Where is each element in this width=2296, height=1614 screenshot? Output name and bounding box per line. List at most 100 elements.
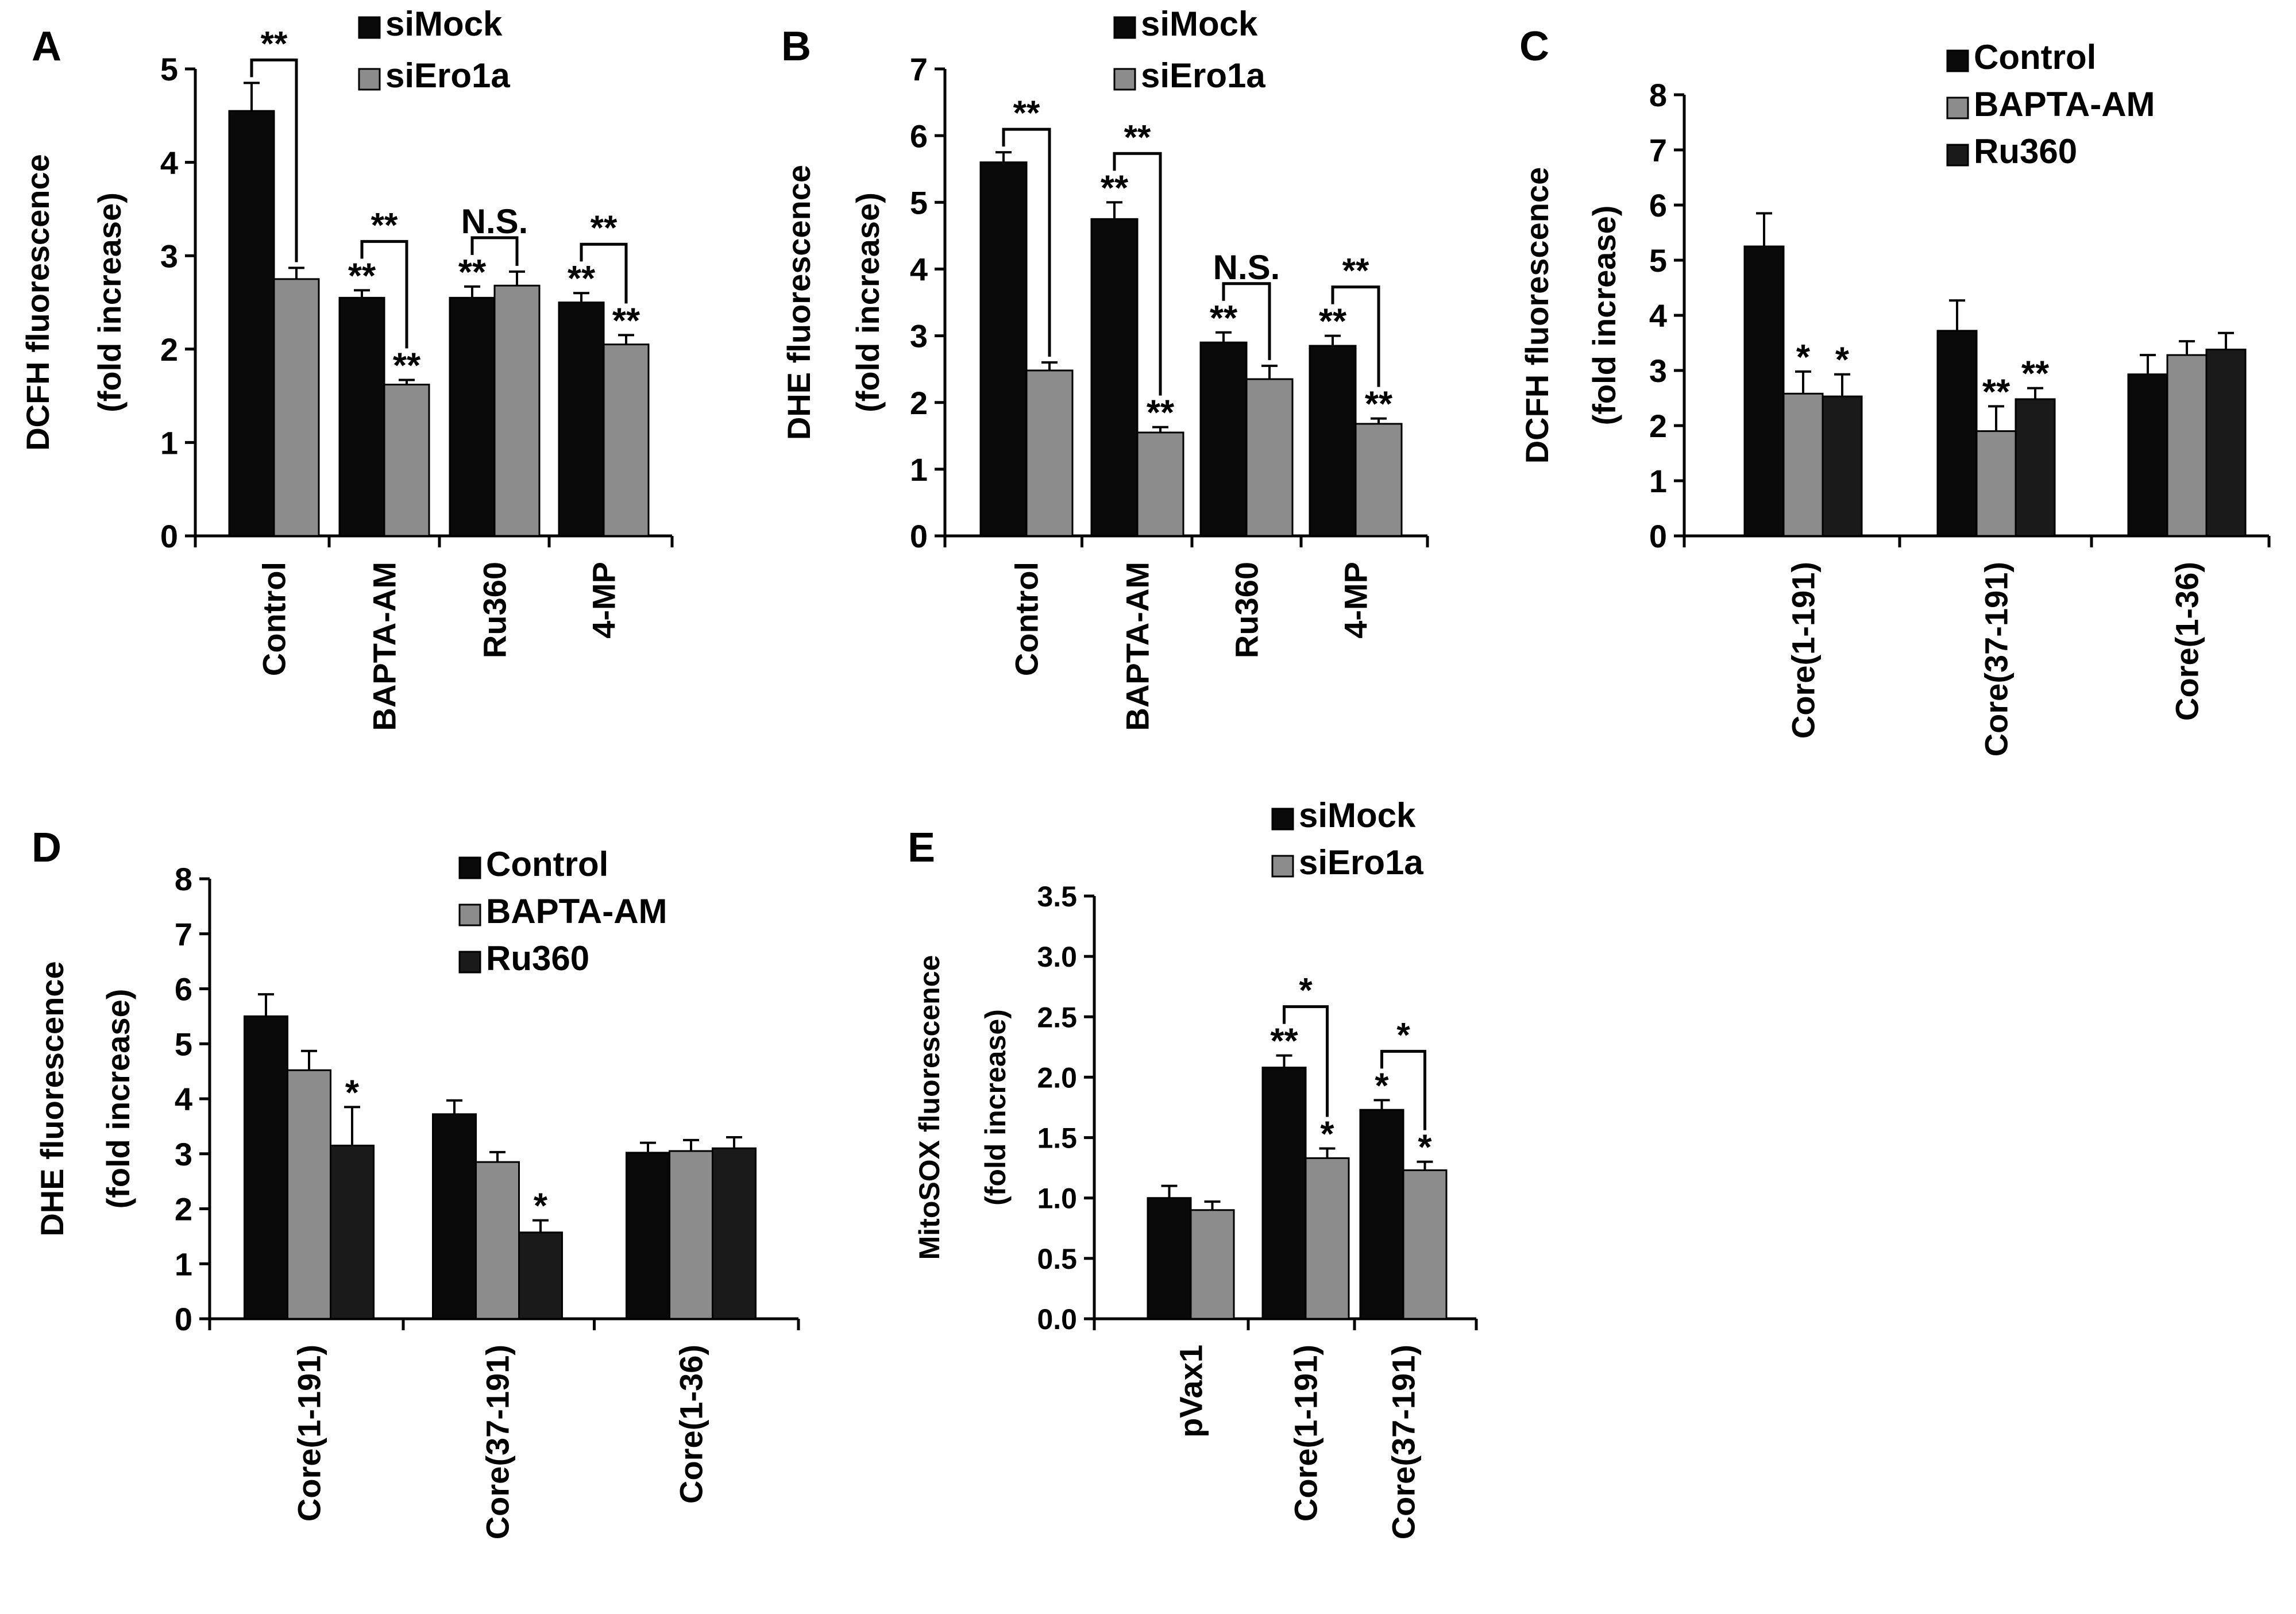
bar bbox=[330, 1144, 375, 1320]
category-label: Control bbox=[1009, 562, 1045, 676]
category-label: Core(1-191) bbox=[1785, 562, 1822, 739]
category-label: Core(37-191) bbox=[1386, 1345, 1422, 1539]
significance-mark: ** bbox=[393, 346, 421, 385]
y-tick-label: 2 bbox=[175, 1191, 192, 1227]
bar bbox=[2015, 398, 2056, 537]
y-tick-label: 7 bbox=[175, 916, 192, 952]
bar bbox=[493, 284, 541, 537]
comparison-bracket bbox=[1380, 1049, 1426, 1130]
legend-swatch bbox=[358, 68, 381, 91]
y-axis-label: DHE fluorescence bbox=[781, 165, 817, 440]
y-tick-label: 5 bbox=[175, 1026, 192, 1062]
y-axis-label: DCFH fluorescence bbox=[20, 154, 56, 451]
significance-mark: ** bbox=[458, 253, 487, 292]
y-tick-label: 2.0 bbox=[1037, 1061, 1077, 1094]
comparison-bracket bbox=[360, 240, 408, 349]
bar bbox=[287, 1069, 331, 1320]
category-label: Core(1-191) bbox=[291, 1345, 327, 1522]
legend-label: BAPTA-AM bbox=[1974, 85, 2155, 123]
category-label: BAPTA-AM bbox=[1120, 562, 1156, 731]
y-tick-label: 0.0 bbox=[1037, 1303, 1077, 1335]
y-axis-label: (fold increase) bbox=[979, 1009, 1012, 1206]
panel-letter: A bbox=[32, 24, 61, 69]
legend-swatch bbox=[458, 903, 481, 926]
y-tick-label: 6 bbox=[1649, 187, 1667, 223]
bar bbox=[669, 1150, 713, 1320]
y-axis-label: DHE fluorescence bbox=[34, 961, 70, 1236]
category-label: 4-MP bbox=[1338, 562, 1374, 639]
bar bbox=[603, 343, 650, 537]
panel-letter: B bbox=[781, 24, 811, 69]
bar bbox=[1402, 1169, 1448, 1320]
y-tick-label: 3 bbox=[160, 238, 178, 274]
y-tick-label: 7 bbox=[1649, 132, 1667, 168]
significance-mark: ** bbox=[1365, 385, 1393, 424]
y-tick-label: 3.5 bbox=[1037, 881, 1077, 913]
y-tick-label: 7 bbox=[910, 51, 928, 87]
bar bbox=[383, 384, 430, 537]
comparison-bracket bbox=[250, 58, 298, 262]
y-tick-label: 0 bbox=[1649, 518, 1667, 554]
bar bbox=[244, 1015, 288, 1320]
y-tick-label: 1.5 bbox=[1037, 1122, 1077, 1154]
bar bbox=[1261, 1067, 1307, 1320]
y-tick-label: 5 bbox=[1649, 242, 1667, 279]
y-tick-label: 6 bbox=[910, 118, 928, 154]
category-label: BAPTA-AM bbox=[366, 562, 403, 731]
y-tick-label: 2 bbox=[910, 385, 928, 421]
y-axis-label: (fold increase) bbox=[100, 989, 136, 1209]
comparison-label: * bbox=[1299, 971, 1313, 1010]
legend-label: Control bbox=[1974, 38, 2096, 76]
bar bbox=[2166, 354, 2208, 537]
y-axis-label: (fold increase) bbox=[91, 192, 128, 412]
legend-label: BAPTA-AM bbox=[486, 892, 667, 930]
y-tick-label: 4 bbox=[175, 1081, 192, 1117]
bar bbox=[1936, 330, 1978, 537]
y-tick-label: 3.0 bbox=[1037, 941, 1077, 973]
legend-label: Ru360 bbox=[1974, 132, 2077, 171]
panel-letter: C bbox=[1519, 24, 1549, 69]
y-tick-label: 2 bbox=[1649, 408, 1667, 444]
bar bbox=[432, 1113, 477, 1320]
y-tick-label: 5 bbox=[910, 184, 928, 221]
y-tick-label: 4 bbox=[160, 145, 178, 181]
bar bbox=[1190, 1209, 1235, 1320]
comparison-label: ** bbox=[1124, 118, 1151, 156]
legend-swatch bbox=[1946, 49, 1969, 72]
bar bbox=[2127, 373, 2168, 537]
panel-b: B 0 1 2 3 4 5 6 7 DHE fluorescence (fold increase)… bbox=[781, 5, 1429, 731]
y-tick-label: 3 bbox=[1649, 353, 1667, 389]
bar bbox=[1822, 395, 1863, 537]
y-tick-label: 2.5 bbox=[1037, 1001, 1077, 1033]
y-tick-label: 0 bbox=[175, 1301, 192, 1337]
category-label: Ru360 bbox=[477, 562, 513, 658]
legend-label: siMock bbox=[1299, 796, 1416, 835]
significance-mark: * bbox=[1835, 341, 1850, 380]
legend-label: siMock bbox=[385, 5, 503, 43]
comparison-bracket bbox=[1331, 285, 1380, 387]
bar bbox=[1359, 1109, 1404, 1320]
y-tick-label: 1 bbox=[175, 1246, 192, 1282]
y-tick-label: 0 bbox=[160, 518, 178, 554]
significance-mark: ** bbox=[612, 301, 640, 341]
legend-swatch bbox=[1113, 68, 1136, 91]
significance-mark: * bbox=[1375, 1066, 1389, 1106]
legend-swatch bbox=[358, 16, 381, 39]
comparison-label: ** bbox=[1013, 94, 1040, 132]
comparison-label: ** bbox=[371, 206, 398, 244]
category-label: Core(37-191) bbox=[480, 1345, 516, 1539]
bar bbox=[1305, 1157, 1350, 1320]
bar bbox=[1199, 341, 1248, 537]
y-tick-label: 2 bbox=[160, 331, 178, 368]
comparison-bracket bbox=[1113, 152, 1162, 396]
bar bbox=[338, 296, 385, 537]
significance-mark: ** bbox=[2021, 354, 2050, 394]
category-label: Core(1-191) bbox=[1288, 1345, 1324, 1522]
bar bbox=[1355, 423, 1403, 537]
comparison-bracket bbox=[470, 236, 519, 266]
y-tick-label: 8 bbox=[1649, 77, 1667, 113]
legend-swatch bbox=[1271, 808, 1294, 831]
comparison-label: ** bbox=[261, 24, 288, 63]
significance-mark: ** bbox=[1210, 299, 1238, 338]
bar bbox=[979, 161, 1028, 537]
